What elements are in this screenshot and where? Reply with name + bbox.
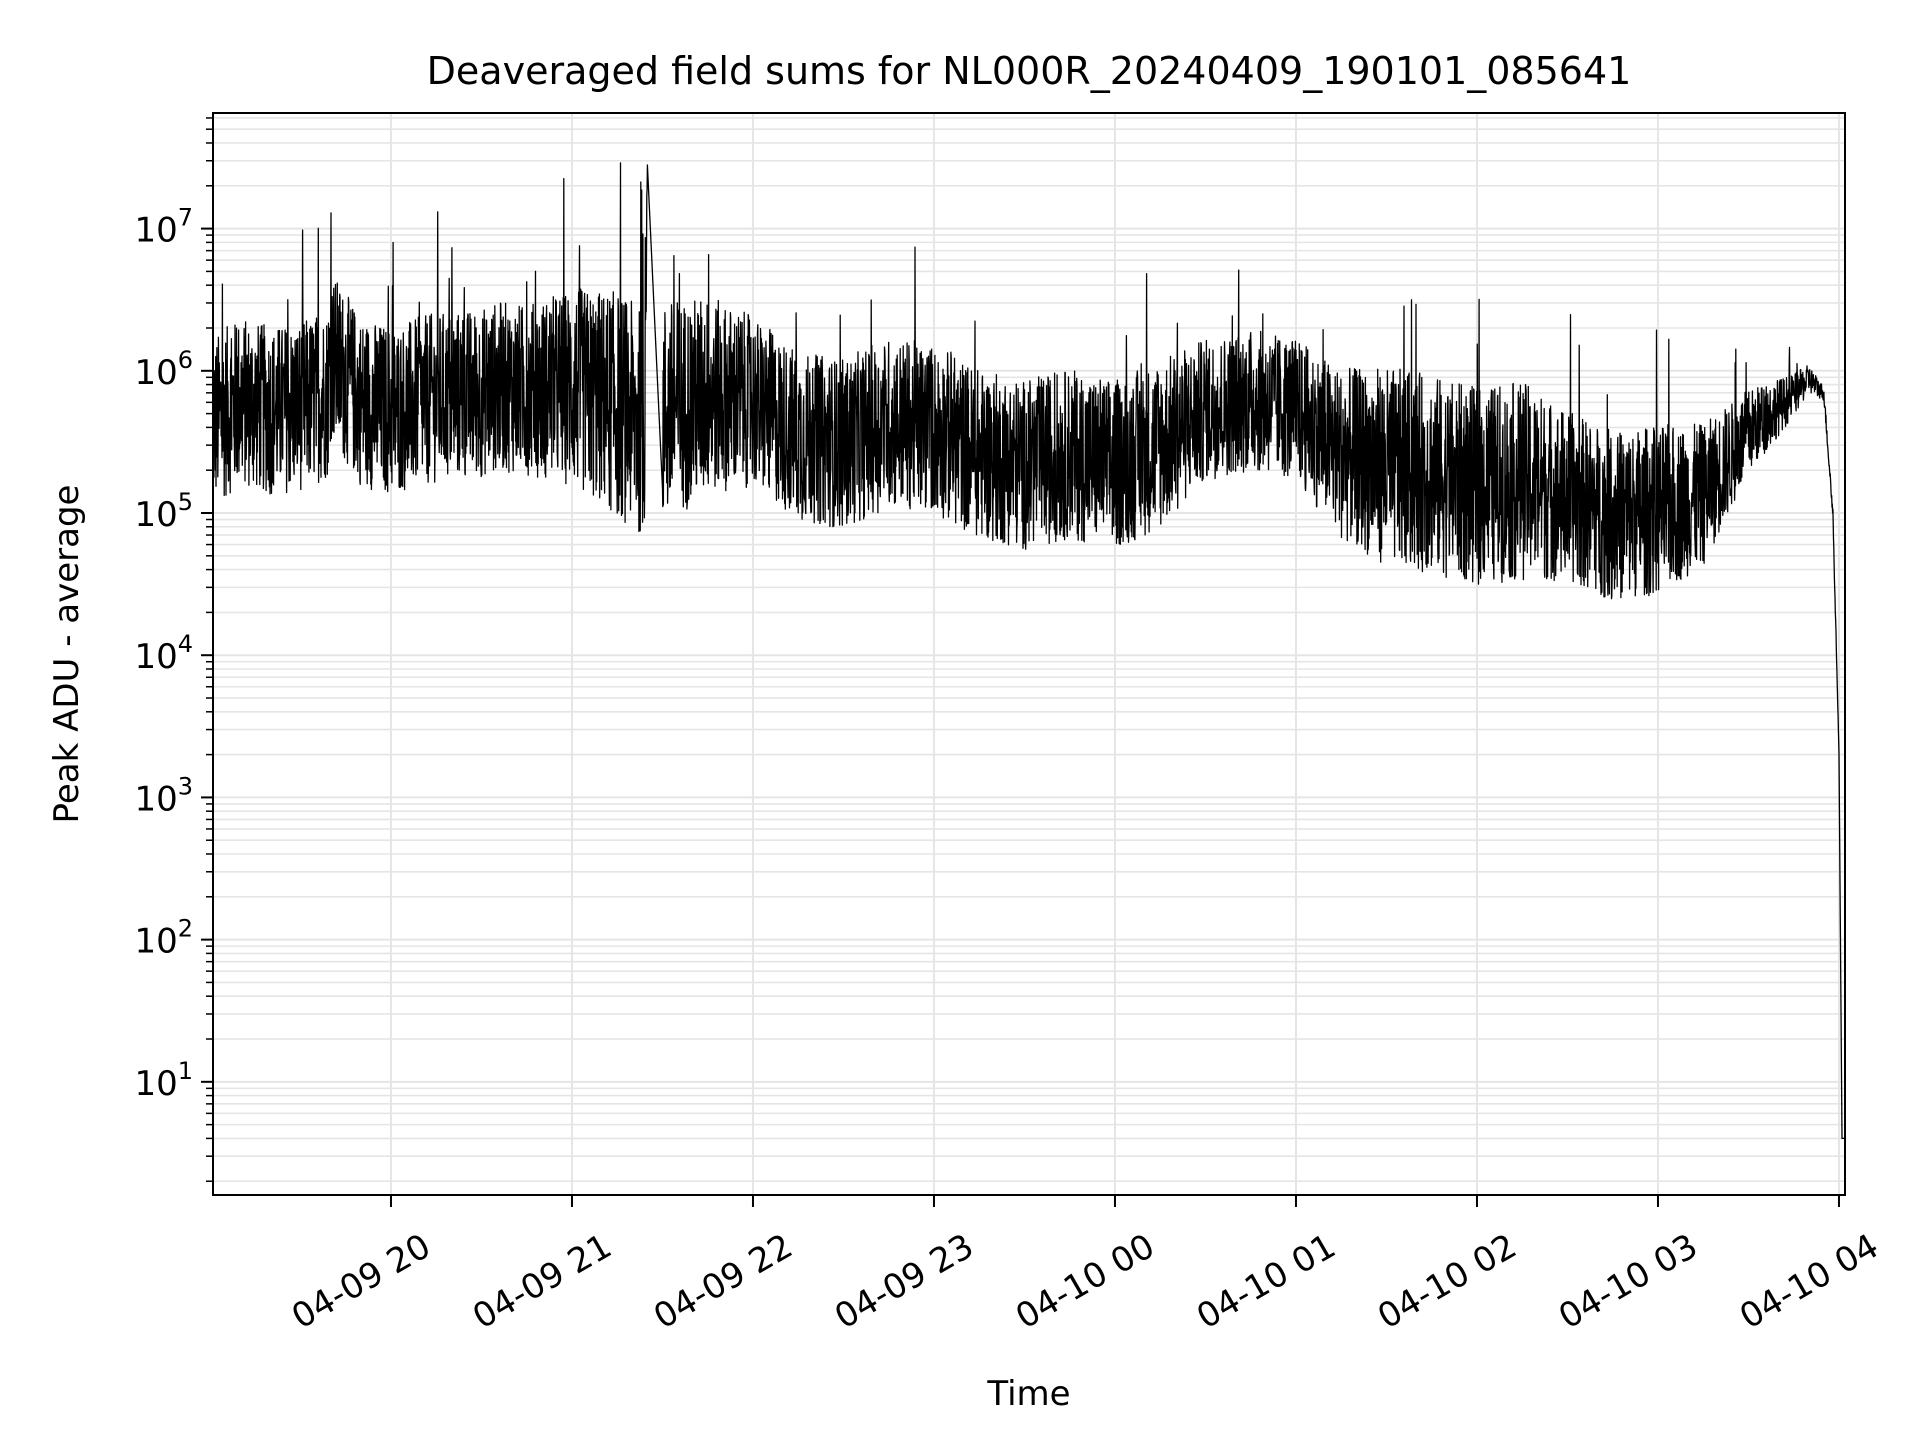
chart-title: Deaveraged field sums for NL000R_2024040…	[427, 49, 1632, 93]
y-tick-label: 102	[134, 915, 193, 962]
y-tick-label-exponent: 7	[178, 204, 193, 232]
y-tick-label: 106	[134, 346, 193, 393]
series-layer	[212, 162, 1846, 1140]
x-axis-label: Time	[986, 1374, 1070, 1414]
y-tick-label-exponent: 6	[178, 346, 193, 374]
y-tick-label-base: 10	[134, 353, 177, 393]
y-tick-label-base: 10	[134, 637, 177, 677]
y-tick-label-exponent: 5	[178, 488, 193, 516]
y-tick-label: 104	[134, 630, 193, 677]
y-tick-label: 101	[134, 1057, 193, 1104]
y-tick-label: 105	[134, 488, 193, 535]
y-tick-label-base: 10	[134, 211, 177, 251]
y-tick-label-exponent: 1	[178, 1057, 193, 1085]
y-tick-label-exponent: 2	[178, 915, 193, 943]
y-tick-label-base: 10	[134, 1064, 177, 1104]
y-tick-label-base: 10	[134, 779, 177, 819]
y-tick-label: 107	[134, 204, 193, 251]
y-tick-label-exponent: 4	[178, 630, 193, 658]
y-tick-label-base: 10	[134, 495, 177, 535]
y-tick-label-base: 10	[134, 922, 177, 962]
y-tick-label: 103	[134, 772, 193, 819]
y-tick-label-exponent: 3	[178, 772, 193, 800]
plot-frame	[212, 112, 1846, 1196]
y-axis-label: Peak ADU - average	[47, 485, 87, 824]
series-line	[212, 162, 1846, 1140]
